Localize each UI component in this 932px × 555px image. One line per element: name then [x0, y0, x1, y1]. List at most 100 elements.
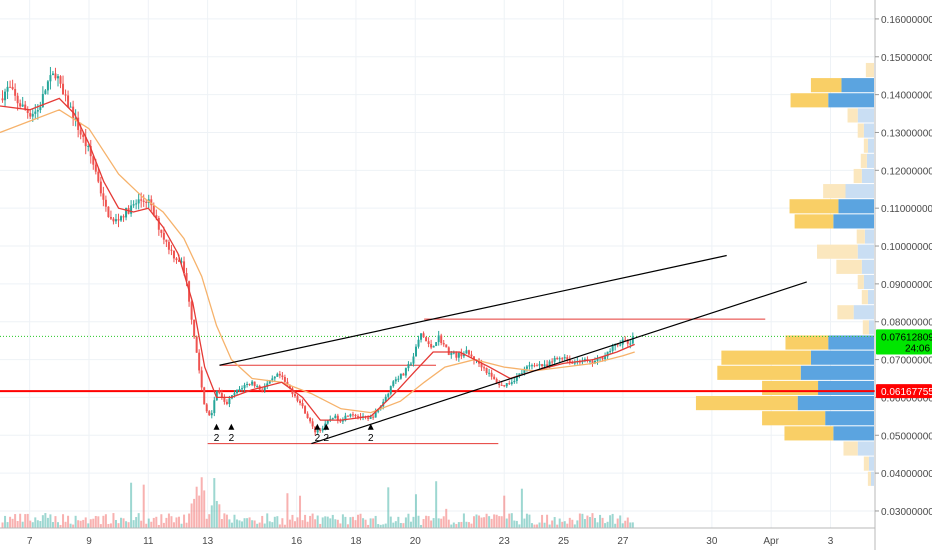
volume-bar [180, 523, 183, 528]
volume-bar [36, 520, 39, 528]
candle-body [533, 365, 536, 367]
volume-bar [54, 516, 57, 528]
candle-body [87, 146, 90, 148]
candle-body [452, 352, 455, 354]
candle-body [462, 353, 465, 357]
time-axis[interactable]: 7 9 11 13 16 18 20 23 25 27 30 Apr 3 [0, 527, 875, 547]
moving-averages [0, 97, 635, 421]
volume-bar [450, 524, 453, 528]
grid-lines [0, 0, 875, 528]
volume-bar [631, 522, 634, 528]
volume-bar [203, 490, 206, 528]
candle-body [41, 93, 44, 107]
volume-bar [387, 487, 390, 528]
volume-profile-down [864, 229, 874, 244]
volume-bar [331, 514, 334, 528]
candle-body [125, 208, 128, 218]
candle-body [51, 73, 54, 76]
volume-bar [503, 495, 506, 528]
candle-body [130, 205, 133, 214]
candle-body [546, 364, 549, 366]
volume-bar [16, 521, 19, 528]
volume-bar [498, 516, 501, 528]
candle-body [56, 76, 59, 79]
candle-body [432, 345, 435, 348]
candle-body [261, 389, 264, 391]
volume-profile-down [868, 456, 874, 471]
candle-body [493, 376, 496, 380]
volume-bar [478, 515, 481, 528]
candle-body [291, 388, 294, 395]
volume-profile-up [810, 78, 842, 93]
volume-bar [553, 517, 556, 528]
candles [1, 66, 634, 436]
price-tick-label: 0.11000000 [881, 204, 932, 215]
price-badge [876, 329, 932, 344]
price-tick-label: 0.09000000 [881, 280, 932, 291]
candle-body [495, 379, 498, 384]
candle-body [525, 366, 528, 369]
marker-label: 2 [315, 433, 321, 444]
volume-profile-up [867, 471, 871, 486]
candle-body [175, 258, 178, 261]
trend-lines[interactable] [219, 254, 807, 445]
volume-bar [364, 519, 367, 528]
candle-body [455, 352, 458, 358]
candle-body [609, 350, 612, 352]
volume-profile-down [797, 396, 874, 411]
volume-profile-up [717, 365, 801, 380]
triangle-up-icon [323, 423, 330, 430]
candle-body [24, 104, 27, 110]
volume-profile-up [860, 153, 867, 168]
horizontal-levels[interactable] [0, 318, 875, 445]
volume-bar [49, 514, 52, 528]
candle-body [193, 319, 196, 337]
candle-body [49, 75, 52, 82]
candle-body [447, 347, 450, 355]
time-tick-label: 25 [558, 536, 570, 547]
volume-bar [493, 514, 496, 528]
volume-bar [525, 513, 528, 528]
price-axis[interactable]: 0.16000000 0.15000000 0.14000000 0.13000000… [874, 0, 932, 550]
volume-bar [223, 513, 226, 528]
volume-bar [59, 524, 62, 528]
volume-bar [215, 500, 218, 528]
volume-bar [39, 521, 42, 528]
candle-body [112, 218, 115, 222]
price-tick-label: 0.05000000 [881, 431, 932, 442]
candle-body [377, 409, 380, 412]
candle-body [185, 273, 188, 282]
volume-bar [351, 516, 354, 528]
volume-bar [261, 515, 264, 528]
candle-body [190, 301, 193, 320]
candle-body [394, 379, 397, 382]
candle-body [77, 117, 80, 130]
volume-bar [248, 517, 251, 528]
volume-profile-up [856, 229, 865, 244]
candle-body [346, 415, 349, 417]
volume-bar [435, 481, 438, 528]
candle-body [369, 416, 372, 419]
triangle-up-icon [314, 423, 321, 430]
price-tick-label: 0.15000000 [881, 53, 932, 64]
volume-bar [79, 520, 82, 528]
volume-bar [508, 513, 511, 528]
price-badge [876, 384, 932, 399]
candle-body [205, 404, 208, 412]
price-tick-label: 0.14000000 [881, 91, 932, 102]
candle-body [541, 364, 544, 367]
candle-body [220, 393, 223, 398]
candle-body [488, 372, 491, 374]
volume-bar [304, 514, 307, 528]
volume-bar [44, 513, 47, 528]
volume-bar [316, 515, 319, 528]
volume-bar [273, 516, 276, 528]
candle-body [339, 420, 342, 422]
volume-bar [457, 522, 460, 528]
trend-line [219, 254, 727, 366]
volume-bar [440, 518, 443, 528]
candle-body [551, 361, 554, 363]
volume-profile-down [867, 138, 874, 153]
